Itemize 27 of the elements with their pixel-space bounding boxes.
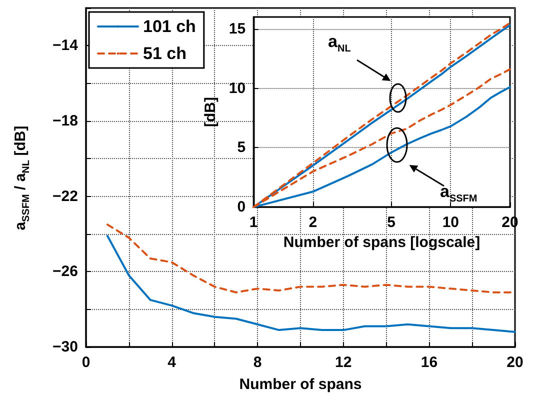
legend-label: 101 ch <box>143 17 196 36</box>
y-tick-label: −18 <box>52 112 78 130</box>
x-axis-title: Number of spans [logscale] <box>283 234 480 251</box>
y-tick-label: −14 <box>52 37 79 54</box>
x-tick-label: 4 <box>168 354 177 371</box>
x-tick-label: 5 <box>387 214 396 232</box>
x-tick-label: 16 <box>420 354 438 371</box>
legend-label: 51 ch <box>143 44 186 63</box>
y-tick-label: 0 <box>237 198 246 216</box>
y-tick-label: −22 <box>52 188 78 205</box>
y-tick-label: 10 <box>228 80 246 97</box>
y-tick-label: 5 <box>237 139 246 156</box>
y-tick-label: 15 <box>228 20 246 38</box>
x-tick-label: 1 <box>249 214 258 232</box>
x-tick-label: 10 <box>442 214 460 232</box>
x-tick-label: 2 <box>308 214 318 232</box>
y-tick-label: −26 <box>52 263 78 280</box>
annotation: a$_{NL}$ <box>328 32 351 54</box>
x-tick-label: 12 <box>335 354 352 371</box>
x-axis-title: Number of spans <box>239 376 362 393</box>
y-axis-title: [dB] <box>202 97 219 128</box>
annotation: a$_{SSFM}$ <box>440 182 478 204</box>
x-tick-label: 0 <box>82 354 90 371</box>
line-series <box>106 234 516 333</box>
x-tick-label: 20 <box>506 354 524 371</box>
x-tick-label: 8 <box>253 354 262 371</box>
y-tick-label: −30 <box>52 338 78 356</box>
